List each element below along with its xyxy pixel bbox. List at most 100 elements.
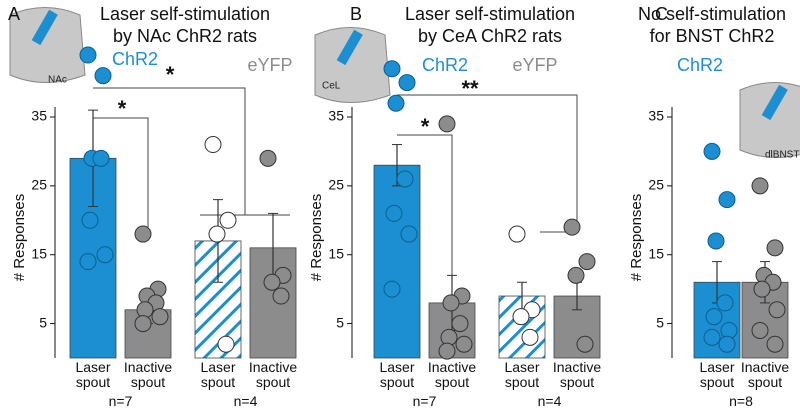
data-point <box>383 280 401 298</box>
y-tick-label: 5 <box>336 314 344 330</box>
data-point <box>92 149 110 167</box>
n-label: n=4 <box>233 393 258 409</box>
data-point <box>396 170 414 188</box>
data-point <box>81 211 99 229</box>
x-tick-label: Inactive spout <box>740 359 790 390</box>
n-label: n=8 <box>729 393 753 409</box>
data-point <box>563 218 581 236</box>
significance-bracket <box>93 117 149 230</box>
data-point <box>387 94 405 112</box>
brain-inset <box>9 7 86 83</box>
brain-inset <box>314 27 391 103</box>
data-point <box>442 294 460 312</box>
x-tick-label: Inactive spout <box>123 359 173 390</box>
significance-star: * <box>166 62 175 87</box>
data-point <box>79 253 97 271</box>
data-point <box>751 177 769 195</box>
x-tick-label: Inactive spout <box>427 359 477 390</box>
panel-letter: B <box>350 4 362 24</box>
data-point <box>716 294 734 312</box>
significance-star: ** <box>461 76 479 101</box>
n-label: n=7 <box>412 393 437 409</box>
data-point <box>718 335 736 353</box>
x-tick-label: Laser spout <box>379 359 415 390</box>
y-axis-label: # Responses <box>11 194 28 282</box>
inset-label: CeL <box>322 81 341 92</box>
chart-title: Laser self-stimulation <box>405 4 575 24</box>
x-tick-label: Inactive spout <box>552 359 602 390</box>
chart-title: Laser self-stimulation <box>100 4 270 24</box>
data-point <box>385 204 403 222</box>
data-point <box>567 266 585 284</box>
data-point <box>455 335 473 353</box>
group-label: ChR2 <box>112 49 158 69</box>
data-point <box>383 60 401 78</box>
optic-fiber <box>761 84 788 121</box>
x-tick-label: Laser spout <box>504 359 540 390</box>
y-tick-label: 25 <box>648 177 664 193</box>
data-point <box>707 232 725 250</box>
y-tick-label: 5 <box>39 314 47 330</box>
data-point <box>578 253 596 271</box>
data-point <box>512 308 530 326</box>
data-point <box>451 315 469 333</box>
y-tick-label: 25 <box>328 177 344 193</box>
data-point <box>521 328 539 346</box>
panel-letter: C <box>655 4 668 24</box>
group-label: ChR2 <box>422 55 468 75</box>
y-tick-label: 5 <box>656 314 664 330</box>
data-point <box>753 280 771 298</box>
bar <box>373 164 421 359</box>
inset-label: NAc <box>48 75 67 86</box>
significance-bracket <box>93 87 246 215</box>
data-point <box>96 246 114 264</box>
data-point <box>151 308 169 326</box>
data-point <box>272 287 290 305</box>
data-point <box>134 315 152 333</box>
data-point <box>751 321 769 339</box>
data-point <box>703 328 721 346</box>
data-point <box>703 142 721 160</box>
optic-fiber <box>336 29 363 66</box>
data-point <box>705 308 723 326</box>
n-label: n=7 <box>108 393 133 409</box>
chart-title: for BNST ChR2 <box>650 26 775 46</box>
data-point <box>263 273 281 291</box>
panel-letter: A <box>8 4 20 24</box>
data-point <box>400 225 418 243</box>
y-tick-label: 35 <box>328 108 344 124</box>
data-point <box>217 335 235 353</box>
y-tick-label: 15 <box>31 245 47 261</box>
y-tick-label: 35 <box>648 108 664 124</box>
x-tick-label: Laser spout <box>200 359 236 390</box>
data-point <box>94 67 112 85</box>
n-label: n=4 <box>537 393 562 409</box>
y-tick-label: 25 <box>31 177 47 193</box>
data-point <box>766 335 784 353</box>
y-tick-label: 15 <box>648 245 664 261</box>
significance-bracket <box>397 134 453 300</box>
group-label: ChR2 <box>677 55 723 75</box>
data-point <box>438 115 456 133</box>
data-point <box>438 342 456 360</box>
significance-star: * <box>421 114 430 139</box>
chart-title: by NAc ChR2 rats <box>113 26 257 46</box>
data-point <box>208 225 226 243</box>
data-point <box>576 335 594 353</box>
x-tick-label: Laser spout <box>699 359 735 390</box>
data-point <box>768 301 786 319</box>
significance-bracket <box>397 94 578 232</box>
data-point <box>134 225 152 243</box>
data-point <box>508 225 526 243</box>
data-point <box>766 239 784 257</box>
x-tick-label: Laser spout <box>75 359 111 390</box>
y-axis-label: # Responses <box>308 194 325 282</box>
data-point <box>219 211 237 229</box>
group-label: eYFP <box>512 55 557 75</box>
y-tick-label: 15 <box>328 245 344 261</box>
brain-inset <box>739 82 800 158</box>
optic-fiber <box>31 9 58 46</box>
y-tick-label: 35 <box>31 108 47 124</box>
